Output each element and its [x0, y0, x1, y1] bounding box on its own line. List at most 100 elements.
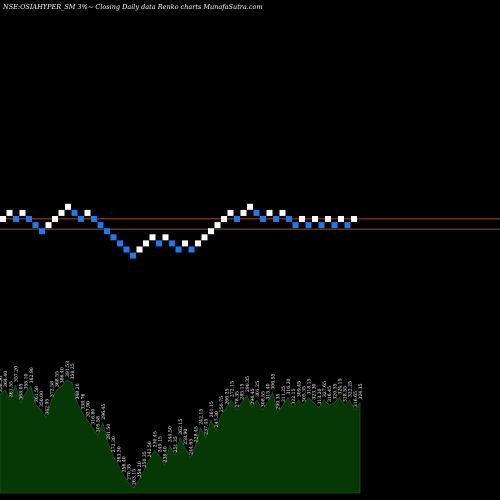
volume-label: 305.35: [301, 386, 307, 402]
renko-brick-down: [234, 216, 240, 222]
renko-brick-down: [123, 246, 130, 253]
volume-label: 320.35: [332, 383, 338, 399]
renko-brick-up: [136, 246, 143, 253]
renko-brick-up: [299, 216, 305, 222]
renko-brick-up: [162, 234, 169, 241]
volume-label: 338.76: [80, 393, 86, 409]
volume-label: 242.15: [199, 409, 205, 425]
renko-brick-down: [13, 216, 19, 222]
renko-brick-up: [266, 209, 273, 216]
renko-brick-up: [52, 216, 58, 222]
renko-brick-up: [312, 216, 318, 222]
volume-label: 316.80: [91, 409, 97, 425]
volume-label: 244.65: [188, 439, 194, 455]
volume-label: 250.75: [219, 396, 225, 412]
volume-label: 361.55: [8, 381, 14, 397]
volume-label: 358.25: [70, 363, 76, 379]
renko-brick-up: [351, 216, 357, 222]
volume-label: 278.35: [235, 391, 241, 407]
renko-brick-down: [97, 222, 104, 229]
renko-brick-up: [338, 216, 344, 222]
volume-label: 315.40: [265, 383, 271, 399]
volume-fill: [0, 379, 361, 494]
volume-label: 362.90: [29, 367, 35, 383]
renko-brick-down: [104, 228, 110, 235]
renko-brick-up: [325, 216, 331, 222]
volume-label: 323.30: [312, 383, 318, 399]
renko-brick-up: [45, 222, 52, 229]
renko-brick-up: [214, 222, 221, 229]
volume-label: 309.45: [296, 381, 302, 397]
volume-label: 372.58: [49, 381, 55, 397]
volume-label: 285.15: [240, 383, 246, 399]
renko-brick-down: [344, 222, 351, 229]
volume-label: 342.95: [44, 399, 50, 415]
renko-brick-up: [0, 216, 6, 222]
renko-brick-up: [84, 209, 91, 216]
volume-label: 327.90: [85, 401, 91, 417]
volume-label: 368.55: [55, 371, 61, 387]
volume-label: 244.50: [168, 426, 174, 442]
renko-brick-up: [195, 240, 201, 247]
volume-label: 318.55: [343, 386, 349, 402]
volume-label: 311.25: [281, 386, 287, 402]
volume-label: 258.20: [137, 461, 143, 477]
renko-brick-down: [286, 216, 292, 222]
volume-label: 237.45: [204, 419, 210, 435]
volume-label: 266.25: [224, 388, 230, 404]
volume-label: 358.56: [0, 376, 4, 392]
volume-label: 350.00: [39, 391, 45, 407]
renko-brick-down: [32, 222, 39, 229]
renko-brick-up: [221, 216, 227, 222]
renko-brick-up: [149, 234, 156, 241]
volume-label: 261.15: [209, 401, 215, 417]
volume-label: 301.25: [255, 381, 261, 397]
renko-brick-down: [156, 240, 162, 247]
renko-brick-down: [117, 240, 123, 247]
volume-label: 230.45: [152, 431, 158, 447]
volume-label: 263.30: [116, 446, 122, 462]
volume-label: 361.58: [34, 386, 40, 402]
volume-label: 249.15: [157, 436, 163, 452]
renko-brick-up: [227, 209, 234, 216]
renko-brick-down: [71, 209, 78, 216]
renko-brick-up: [201, 234, 208, 241]
volume-label: 313.20: [317, 388, 323, 404]
volume-label: 308.55: [260, 391, 266, 407]
volume-label: 355.10: [24, 373, 30, 389]
renko-brick-up: [182, 240, 188, 247]
renko-bricks: [0, 203, 357, 259]
volume-label: 258.90: [183, 429, 189, 445]
renko-brick-down: [318, 222, 325, 229]
renko-brick-up: [19, 209, 26, 216]
renko-brick-up: [143, 240, 149, 247]
volume-label: 348.20: [75, 383, 81, 399]
renko-brick-down: [253, 209, 260, 216]
volume-label: 364.40: [3, 371, 9, 387]
volume-label: 316.20: [286, 378, 292, 394]
volume-label: 316.45: [327, 386, 333, 402]
volume-label: 327.65: [322, 381, 328, 397]
volume-label: 272.30: [111, 436, 117, 452]
volume-label: 256.40: [121, 456, 127, 472]
chart-title: NSE:OSIAHYPER_SM 3%~ Closing Daily data …: [2, 3, 263, 11]
renko-brick-down: [331, 222, 338, 229]
volume-label: 290.35: [245, 376, 251, 392]
volume-label: 281.50: [106, 424, 112, 440]
renko-brick-down: [91, 216, 97, 222]
renko-brick-down: [292, 222, 299, 229]
volume-label: 242.50: [147, 441, 153, 457]
volume-label: 299.35: [276, 393, 282, 409]
volume-label: 386.40: [60, 367, 66, 383]
renko-brick-down: [26, 216, 32, 222]
volume-label: 368.05: [19, 383, 25, 399]
renko-brick-up: [58, 209, 65, 216]
volume-label: 357.20: [13, 366, 19, 382]
renko-brick-up: [65, 203, 71, 210]
volume-label: 324.35: [358, 383, 364, 399]
volume-label: 270.35: [127, 464, 133, 480]
volume-label: 306.55: [271, 373, 277, 389]
volume-label: 263.15: [132, 469, 138, 485]
